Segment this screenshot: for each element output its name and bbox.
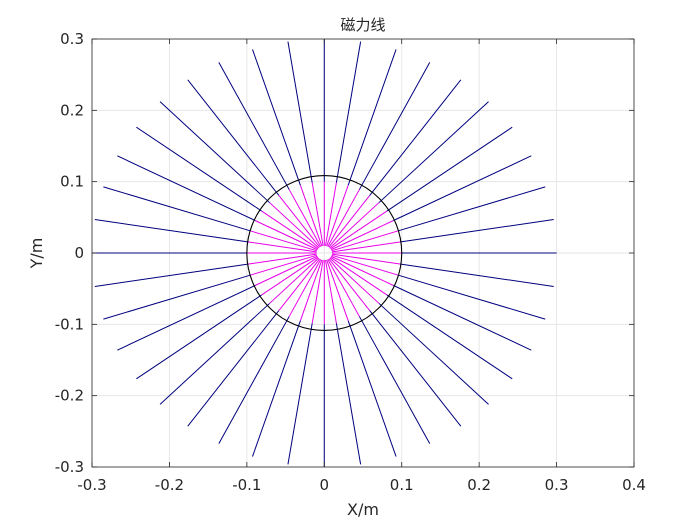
inner-field-line: [261, 210, 319, 250]
inner-field-line: [328, 258, 371, 312]
outer-field-line: [252, 320, 301, 457]
outer-field-line: [103, 274, 251, 320]
y-tick-label: -0.2: [55, 387, 84, 405]
outer-field-line: [378, 303, 489, 405]
x-tick-label: 0.2: [467, 476, 491, 494]
outer-field-line: [218, 62, 290, 190]
x-tick-label: 0.3: [545, 476, 569, 494]
x-tick-label: -0.2: [155, 476, 184, 494]
outer-field-line: [136, 294, 262, 380]
inner-field-line: [331, 230, 399, 252]
x-tick-label: 0.4: [622, 476, 646, 494]
outer-field-line: [287, 41, 313, 183]
outer-field-line: [386, 294, 513, 380]
x-tick-label: 0.1: [390, 476, 414, 494]
field-lines: [92, 39, 557, 467]
inner-field-line: [299, 259, 323, 322]
outer-field-line: [159, 303, 270, 405]
inner-field-line: [330, 210, 388, 250]
outer-field-line: [347, 320, 397, 457]
outer-field-line: [103, 186, 251, 232]
outer-field-line: [393, 155, 532, 222]
ticks: -0.3 -0.2 -0.1 0 0.1 0.2 0.3 0.4 -0.3 -0.2 -0.1 0 0.…: [55, 30, 646, 494]
outer-field-line: [359, 62, 431, 190]
outer-field-line: [400, 263, 554, 287]
inner-field-line: [261, 256, 319, 296]
inner-field-line: [331, 253, 401, 265]
inner-field-line: [330, 256, 388, 296]
outer-field-line: [136, 126, 262, 212]
inner-field-line: [247, 253, 317, 265]
outer-field-line: [369, 79, 462, 196]
outer-field-line: [386, 126, 513, 212]
y-axis-title: Y/m: [27, 238, 46, 270]
outer-field-line: [400, 219, 554, 243]
outer-field-line: [117, 284, 256, 351]
outer-field-line: [159, 101, 270, 203]
inner-field-line: [327, 259, 360, 317]
outer-field-line: [218, 316, 290, 444]
inner-field-line: [278, 258, 321, 312]
inner-field-line: [311, 259, 324, 324]
inner-field-line: [247, 241, 317, 253]
inner-field-line: [255, 255, 318, 286]
outer-field-line: [397, 274, 546, 320]
inner-field-line: [325, 259, 337, 324]
inner-field-line: [329, 202, 380, 249]
outer-field-line: [378, 101, 489, 203]
inner-field-line: [331, 241, 401, 253]
x-axis-title: X/m: [347, 500, 379, 519]
boundary-circle: [246, 175, 403, 331]
outer-field-line: [117, 155, 256, 222]
outer-field-line: [335, 41, 362, 183]
chart-title: 磁力线: [340, 16, 385, 34]
inner-field-line: [325, 182, 337, 247]
outer-field-line: [335, 323, 362, 465]
inner-field-line: [269, 257, 320, 304]
outer-field-line: [359, 316, 431, 444]
outer-field-line: [397, 186, 546, 232]
inner-field-line: [250, 254, 318, 276]
x-tick-label: -0.1: [232, 476, 261, 494]
x-tick-label: -0.3: [77, 476, 106, 494]
inner-field-line: [329, 257, 380, 304]
outer-field-line: [94, 263, 248, 287]
inner-field-line: [330, 255, 394, 286]
inner-field-line: [278, 194, 321, 248]
inner-field-line: [326, 259, 349, 322]
inner-field-line: [250, 230, 318, 252]
y-tick-label: -0.3: [55, 458, 84, 476]
inner-field-line: [311, 182, 324, 247]
y-tick-label: 0.3: [60, 30, 84, 48]
y-tick-label: 0.1: [60, 173, 84, 191]
inner-field-line: [327, 189, 360, 247]
outer-field-line: [369, 310, 462, 427]
y-tick-label: 0: [74, 244, 84, 262]
inner-field-line: [326, 184, 349, 247]
inner-field-line: [255, 220, 318, 251]
outer-field-line: [187, 79, 280, 196]
x-tick-label: 0: [320, 476, 330, 494]
inner-field-line: [299, 184, 323, 247]
outer-field-line: [393, 284, 532, 351]
inner-field-line: [288, 259, 322, 317]
y-tick-label: 0.2: [60, 101, 84, 119]
inner-field-line: [288, 189, 322, 247]
inner-field-line: [331, 254, 399, 276]
outer-field-line: [347, 49, 397, 186]
outer-field-line: [252, 49, 301, 186]
y-tick-label: -0.1: [55, 315, 84, 333]
outer-field-line: [287, 323, 313, 465]
inner-field-line: [330, 220, 394, 251]
inner-field-line: [269, 202, 320, 249]
outer-field-line: [94, 219, 248, 243]
outer-field-line: [187, 310, 280, 427]
inner-field-line: [328, 194, 371, 248]
